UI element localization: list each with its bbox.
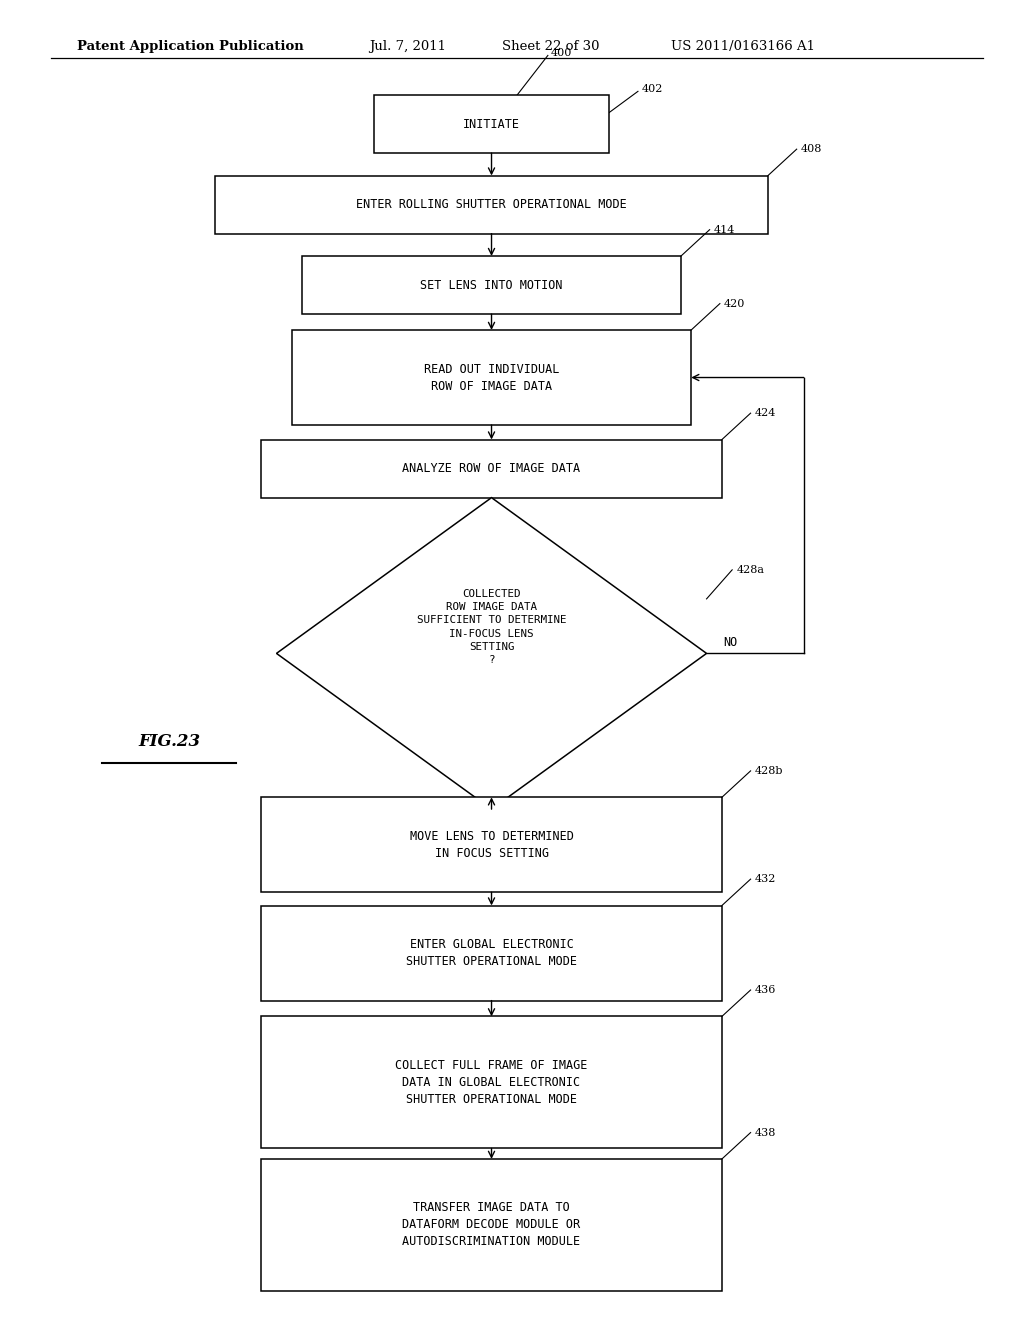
Text: ENTER ROLLING SHUTTER OPERATIONAL MODE: ENTER ROLLING SHUTTER OPERATIONAL MODE xyxy=(356,198,627,211)
Polygon shape xyxy=(276,498,707,809)
Text: YES: YES xyxy=(494,833,514,846)
Text: 424: 424 xyxy=(755,408,776,418)
Text: 438: 438 xyxy=(755,1127,776,1138)
Text: 428b: 428b xyxy=(755,766,783,776)
Text: Sheet 22 of 30: Sheet 22 of 30 xyxy=(502,40,599,53)
Text: Jul. 7, 2011: Jul. 7, 2011 xyxy=(369,40,445,53)
Bar xyxy=(215,176,768,234)
Text: 408: 408 xyxy=(801,144,822,154)
Text: READ OUT INDIVIDUAL
ROW OF IMAGE DATA: READ OUT INDIVIDUAL ROW OF IMAGE DATA xyxy=(424,363,559,392)
Text: 432: 432 xyxy=(755,874,776,884)
Text: TRANSFER IMAGE DATA TO
DATAFORM DECODE MODULE OR
AUTODISCRIMINATION MODULE: TRANSFER IMAGE DATA TO DATAFORM DECODE M… xyxy=(402,1201,581,1249)
Text: 414: 414 xyxy=(714,224,735,235)
Bar xyxy=(302,256,681,314)
Text: NO: NO xyxy=(723,636,737,649)
Bar xyxy=(261,1016,722,1148)
Text: 436: 436 xyxy=(755,985,776,995)
Bar xyxy=(261,797,722,892)
Text: 402: 402 xyxy=(642,83,664,94)
Text: COLLECT FULL FRAME OF IMAGE
DATA IN GLOBAL ELECTRONIC
SHUTTER OPERATIONAL MODE: COLLECT FULL FRAME OF IMAGE DATA IN GLOB… xyxy=(395,1059,588,1106)
Bar xyxy=(261,1159,722,1291)
Bar xyxy=(261,906,722,1001)
Text: 420: 420 xyxy=(724,298,745,309)
Text: MOVE LENS TO DETERMINED
IN FOCUS SETTING: MOVE LENS TO DETERMINED IN FOCUS SETTING xyxy=(410,830,573,859)
Text: ENTER GLOBAL ELECTRONIC
SHUTTER OPERATIONAL MODE: ENTER GLOBAL ELECTRONIC SHUTTER OPERATIO… xyxy=(407,939,577,968)
Text: 428a: 428a xyxy=(736,565,764,574)
Text: ANALYZE ROW OF IMAGE DATA: ANALYZE ROW OF IMAGE DATA xyxy=(402,462,581,475)
Bar xyxy=(292,330,691,425)
Text: 400: 400 xyxy=(551,48,572,58)
Text: FIG.23: FIG.23 xyxy=(138,734,200,750)
Bar xyxy=(261,440,722,498)
Text: INITIATE: INITIATE xyxy=(463,117,520,131)
Text: Patent Application Publication: Patent Application Publication xyxy=(77,40,303,53)
Bar xyxy=(374,95,609,153)
Text: COLLECTED
ROW IMAGE DATA
SUFFICIENT TO DETERMINE
IN-FOCUS LENS
SETTING
?: COLLECTED ROW IMAGE DATA SUFFICIENT TO D… xyxy=(417,589,566,665)
Text: SET LENS INTO MOTION: SET LENS INTO MOTION xyxy=(420,279,563,292)
Text: US 2011/0163166 A1: US 2011/0163166 A1 xyxy=(671,40,815,53)
